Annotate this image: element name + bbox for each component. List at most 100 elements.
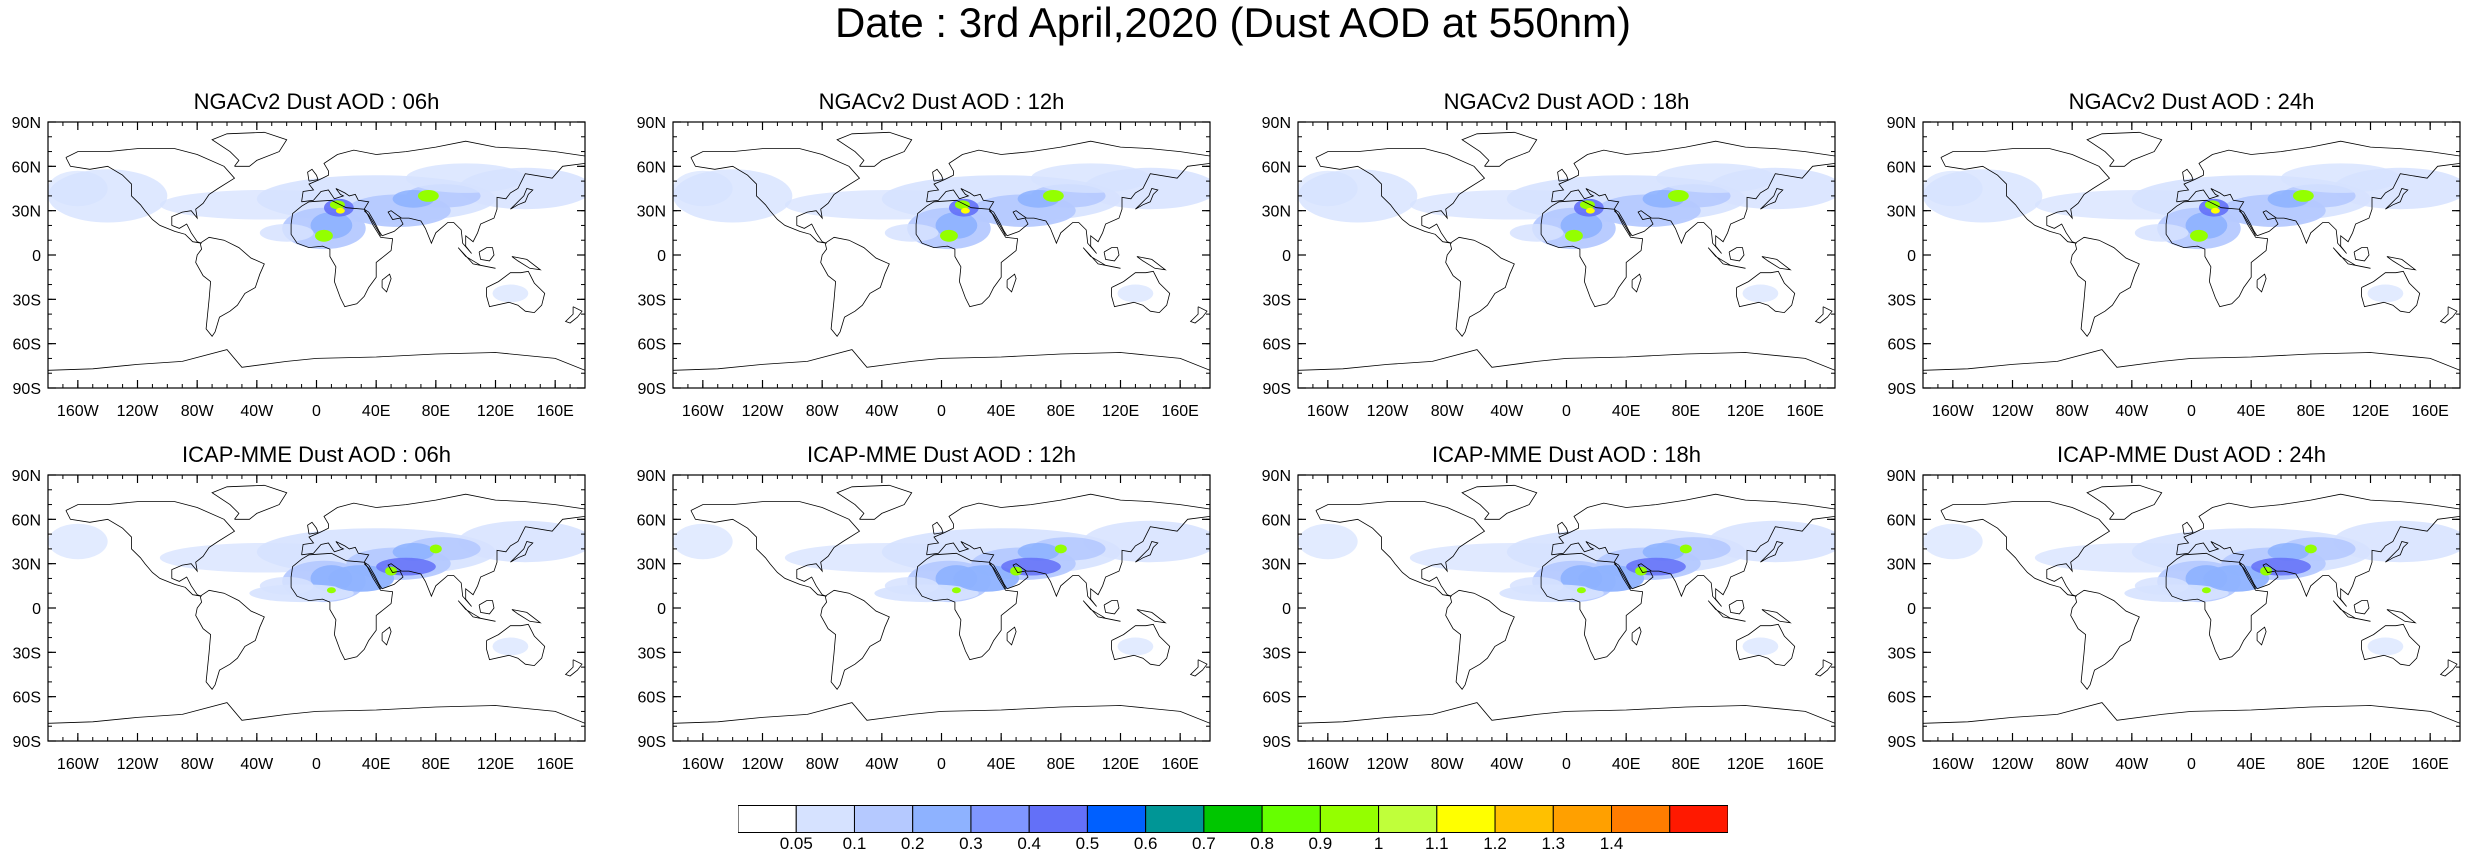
dust-plume bbox=[951, 587, 961, 594]
dust-plume bbox=[1117, 637, 1154, 656]
lon-tick-label: 40W bbox=[865, 756, 899, 773]
colorbar-segment bbox=[1436, 805, 1496, 833]
colorbar-segment bbox=[1028, 805, 1088, 833]
lat-tick-label: 30S bbox=[13, 645, 41, 662]
lon-tick-label: 80W bbox=[181, 756, 215, 773]
lon-tick-label: 40E bbox=[362, 756, 390, 773]
coastline bbox=[48, 702, 585, 724]
lon-tick-label: 160W bbox=[1932, 403, 1975, 420]
dust-plume bbox=[1626, 557, 1686, 576]
lon-tick-label: 80E bbox=[2297, 756, 2325, 773]
dust-plume bbox=[385, 566, 398, 576]
lon-tick-label: 120E bbox=[1727, 403, 1764, 420]
coastline bbox=[290, 199, 394, 308]
dust-plume bbox=[960, 207, 970, 214]
dust-plume bbox=[1298, 169, 1418, 223]
coastline bbox=[932, 521, 944, 535]
coastline bbox=[690, 148, 861, 244]
colorbar-segment bbox=[1261, 805, 1321, 833]
coastline bbox=[1557, 521, 1569, 535]
coastline bbox=[1631, 273, 1642, 293]
dust-plume bbox=[673, 169, 793, 223]
lon-tick-label: 40E bbox=[987, 403, 1015, 420]
dust-plume bbox=[1708, 520, 1835, 563]
colorbar-label: 0.5 bbox=[1075, 834, 1100, 853]
colorbar-label: 0.1 bbox=[842, 834, 867, 853]
dust-plume bbox=[329, 200, 345, 210]
coastline bbox=[1707, 247, 1746, 269]
coastline bbox=[1923, 349, 2460, 371]
lon-tick-label: 160E bbox=[1161, 403, 1198, 420]
dust-plume bbox=[2190, 229, 2208, 242]
lon-tick-label: 120W bbox=[1992, 756, 2035, 773]
lon-tick-label: 120E bbox=[1102, 403, 1139, 420]
coastline bbox=[211, 484, 288, 520]
lat-tick-label: 90S bbox=[13, 734, 41, 751]
lon-tick-label: 40E bbox=[2237, 403, 2265, 420]
dust-plume bbox=[1576, 587, 1586, 594]
dust-plume bbox=[2333, 520, 2460, 563]
colorbar-label: 1.3 bbox=[1541, 834, 1566, 853]
dust-plume bbox=[1010, 566, 1023, 576]
colorbar-label: 1 bbox=[1373, 834, 1384, 853]
coastline bbox=[1940, 148, 2111, 244]
dust-plume bbox=[429, 544, 442, 554]
coastline bbox=[48, 349, 585, 371]
coastline bbox=[2385, 541, 2409, 563]
dust-plume bbox=[1017, 542, 1060, 561]
dust-plume bbox=[335, 207, 345, 214]
coastline bbox=[2182, 521, 2194, 535]
lon-tick-label: 160W bbox=[57, 756, 100, 773]
lon-tick-label: 80E bbox=[1047, 756, 1075, 773]
lon-tick-label: 0 bbox=[312, 403, 321, 420]
coastline bbox=[510, 541, 534, 563]
coastline bbox=[211, 131, 288, 167]
dust-plume bbox=[2210, 207, 2220, 214]
lat-tick-label: 60N bbox=[637, 512, 666, 529]
lat-tick-label: 60N bbox=[12, 159, 41, 176]
lat-tick-label: 90N bbox=[1262, 115, 1291, 132]
coastline bbox=[1006, 273, 1017, 293]
map-panel: ICAP-MME Dust AOD : 24h 90N 60N 30N 0 30S 60S 9… bbox=[1875, 443, 2466, 797]
coastline bbox=[1135, 541, 1159, 563]
dust-plume bbox=[2251, 557, 2311, 576]
dust-plume bbox=[1509, 223, 1564, 242]
colorbar-segment bbox=[1378, 805, 1438, 833]
coastline bbox=[988, 563, 1006, 589]
coastline bbox=[307, 521, 319, 535]
coastline bbox=[2439, 306, 2458, 324]
lon-tick-label: 80W bbox=[2056, 756, 2090, 773]
dust-plume bbox=[1742, 637, 1779, 656]
coastline bbox=[836, 484, 913, 520]
dust-plume bbox=[1642, 542, 1685, 561]
colorbar-segment bbox=[970, 805, 1030, 833]
colorbar-segment bbox=[1086, 805, 1147, 833]
lon-tick-label: 120W bbox=[742, 756, 785, 773]
coastline bbox=[301, 140, 585, 254]
coastline bbox=[195, 236, 265, 337]
dust-plume bbox=[417, 189, 439, 202]
panel-title: ICAP-MME Dust AOD : 18h bbox=[1432, 442, 1701, 467]
lat-tick-label: 30S bbox=[1888, 645, 1916, 662]
map-panel: NGACv2 Dust AOD : 18h 90N 60N 30N 0 30S 60S 90S… bbox=[1250, 90, 1875, 444]
lon-tick-label: 0 bbox=[937, 756, 946, 773]
lon-tick-label: 120W bbox=[742, 403, 785, 420]
dust-plume bbox=[1001, 557, 1061, 576]
dust-plume bbox=[376, 557, 436, 576]
lat-tick-label: 90S bbox=[638, 381, 666, 398]
colorbar bbox=[738, 805, 1728, 833]
lon-tick-label: 40W bbox=[1490, 403, 1524, 420]
dust-plume bbox=[259, 223, 314, 242]
lat-tick-label: 30N bbox=[1262, 557, 1291, 574]
dust-plume bbox=[1565, 229, 1583, 242]
map-panel: ICAP-MME Dust AOD : 12h 90N 60N 30N 0 30S 60S 9… bbox=[625, 443, 1250, 797]
coastline bbox=[564, 306, 583, 324]
dust-plume bbox=[2134, 223, 2189, 242]
colorbar-segment bbox=[1145, 805, 1205, 833]
coastline bbox=[1940, 501, 2111, 597]
coastline bbox=[1445, 236, 1515, 337]
lon-tick-label: 40E bbox=[1612, 756, 1640, 773]
colorbar-segment bbox=[1319, 805, 1380, 833]
lon-tick-label: 80E bbox=[422, 403, 450, 420]
lon-tick-label: 80E bbox=[1672, 756, 1700, 773]
